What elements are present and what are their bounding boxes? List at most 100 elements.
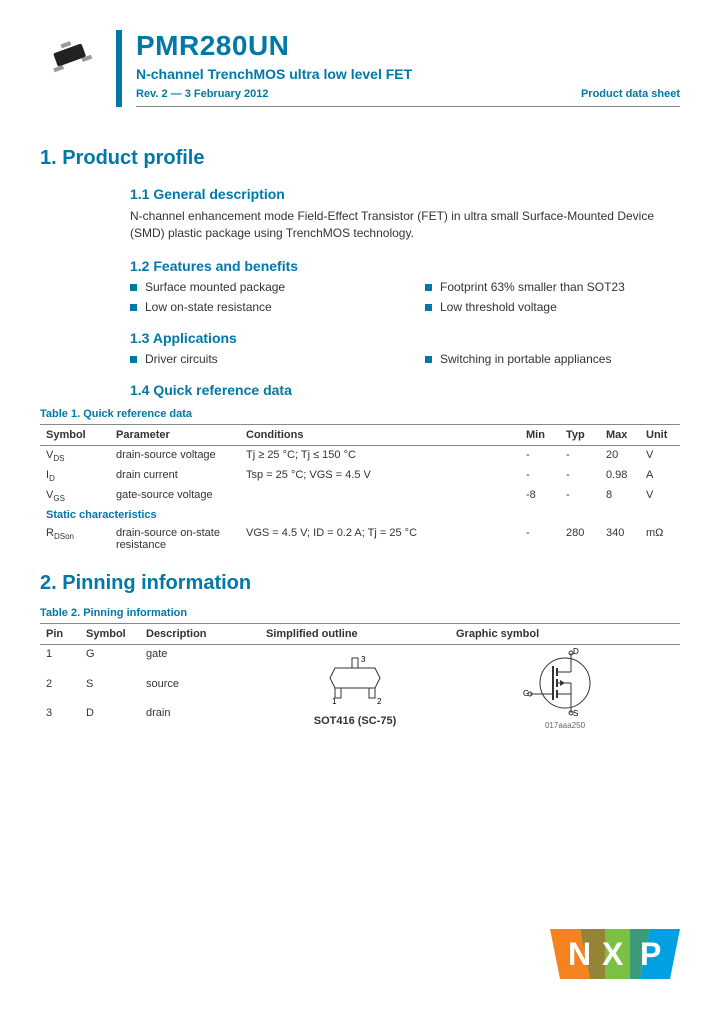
cell-unit: mΩ — [640, 524, 680, 554]
cell-pin: 3 — [40, 704, 80, 733]
application-bullet: Driver circuits — [130, 352, 385, 366]
svg-text:N: N — [568, 936, 591, 972]
col-pin: Pin — [40, 624, 80, 645]
cell-conditions: Tsp = 25 °C; VGS = 4.5 V — [240, 466, 520, 486]
application-bullet: Switching in portable appliances — [425, 352, 680, 366]
quick-reference-table: Symbol Parameter Conditions Min Typ Max … — [40, 424, 680, 555]
part-description: N-channel TrenchMOS ultra low level FET — [136, 66, 680, 82]
feature-bullet: Footprint 63% smaller than SOT23 — [425, 280, 680, 294]
general-description-text: N-channel enhancement mode Field-Effect … — [130, 208, 680, 242]
cell-symbol: ID — [40, 466, 110, 486]
table-header-row: Symbol Parameter Conditions Min Typ Max … — [40, 424, 680, 445]
features-list: Surface mounted package Footprint 63% sm… — [130, 280, 680, 314]
table-header-row: Pin Symbol Description Simplified outlin… — [40, 624, 680, 645]
pinning-table: Pin Symbol Description Simplified outlin… — [40, 623, 680, 733]
cell-min: - — [520, 524, 560, 554]
section-1-2-heading: 1.2 Features and benefits — [130, 258, 680, 274]
chip-icon — [40, 36, 100, 76]
table-row: VDS drain-source voltage Tj ≥ 25 °C; Tj … — [40, 445, 680, 466]
col-conditions: Conditions — [240, 424, 520, 445]
part-number: PMR280UN — [136, 30, 680, 62]
cell-unit: V — [640, 486, 680, 506]
cell-parameter: drain-source on-state resistance — [110, 524, 240, 554]
cell-max: 0.98 — [600, 466, 640, 486]
applications-list: Driver circuits Switching in portable ap… — [130, 352, 680, 366]
cell-unit: V — [640, 445, 680, 466]
cell-symbol: VGS — [40, 486, 110, 506]
cell-typ: - — [560, 466, 600, 486]
col-parameter: Parameter — [110, 424, 240, 445]
cell-description: source — [140, 675, 260, 704]
col-description: Description — [140, 624, 260, 645]
table-row: RDSon drain-source on-state resistance V… — [40, 524, 680, 554]
feature-bullet: Low threshold voltage — [425, 300, 680, 314]
cell-min: - — [520, 466, 560, 486]
mosfet-symbol-icon: D S G — [515, 648, 615, 718]
section-1-heading: 1. Product profile — [40, 147, 680, 170]
document-header: PMR280UN N-channel TrenchMOS ultra low l… — [40, 30, 680, 107]
svg-text:X: X — [602, 936, 624, 972]
cell-typ: 280 — [560, 524, 600, 554]
svg-text:D: D — [573, 648, 579, 656]
cell-symbol: D — [80, 704, 140, 733]
cell-typ: - — [560, 486, 600, 506]
table-row: 1 G gate 3 1 2 SOT416 (SC-75) — [40, 645, 680, 675]
cell-min: -8 — [520, 486, 560, 506]
cell-parameter: drain-source voltage — [110, 445, 240, 466]
col-max: Max — [600, 424, 640, 445]
cell-conditions — [240, 486, 520, 506]
table-2-caption: Table 2. Pinning information — [40, 607, 680, 619]
document-type: Product data sheet — [581, 88, 680, 100]
table-row: VGS gate-source voltage -8 - 8 V — [40, 486, 680, 506]
cell-parameter: drain current — [110, 466, 240, 486]
col-min: Min — [520, 424, 560, 445]
cell-description: drain — [140, 704, 260, 733]
svg-text:2: 2 — [377, 697, 382, 706]
col-unit: Unit — [640, 424, 680, 445]
nxp-logo: N X P — [550, 929, 680, 982]
outline-cell: 3 1 2 SOT416 (SC-75) — [260, 645, 450, 734]
col-symbol: Symbol — [40, 424, 110, 445]
header-rule — [136, 106, 680, 107]
col-outline: Simplified outline — [260, 624, 450, 645]
col-symbol: Symbol — [80, 624, 140, 645]
cell-symbol: S — [80, 675, 140, 704]
cell-description: gate — [140, 645, 260, 675]
svg-text:3: 3 — [361, 655, 366, 664]
col-typ: Typ — [560, 424, 600, 445]
col-graphic-symbol: Graphic symbol — [450, 624, 680, 645]
feature-bullet: Low on-state resistance — [130, 300, 385, 314]
header-title-block: PMR280UN N-channel TrenchMOS ultra low l… — [116, 30, 680, 107]
package-name: SOT416 (SC-75) — [266, 715, 444, 727]
cell-max: 8 — [600, 486, 640, 506]
cell-pin: 1 — [40, 645, 80, 675]
table-row: ID drain current Tsp = 25 °C; VGS = 4.5 … — [40, 466, 680, 486]
cell-symbol: VDS — [40, 445, 110, 466]
cell-symbol: RDSon — [40, 524, 110, 554]
section-1-3-heading: 1.3 Applications — [130, 330, 680, 346]
cell-conditions: Tj ≥ 25 °C; Tj ≤ 150 °C — [240, 445, 520, 466]
section-1-1-heading: 1.1 General description — [130, 186, 680, 202]
svg-text:1: 1 — [332, 697, 337, 706]
package-outline-icon: 3 1 2 — [310, 648, 400, 708]
cell-typ: - — [560, 445, 600, 466]
cell-symbol: G — [80, 645, 140, 675]
table-subheading: Static characteristics — [40, 506, 680, 524]
cell-pin: 2 — [40, 675, 80, 704]
cell-conditions: VGS = 4.5 V; ID = 0.2 A; Tj = 25 °C — [240, 524, 520, 554]
static-characteristics-label: Static characteristics — [40, 506, 680, 524]
feature-bullet: Surface mounted package — [130, 280, 385, 294]
svg-text:S: S — [573, 709, 578, 718]
graphic-symbol-cell: D S G 017aaa250 — [450, 645, 680, 734]
table-1-caption: Table 1. Quick reference data — [40, 408, 680, 420]
symbol-reference: 017aaa250 — [456, 721, 674, 730]
revision-text: Rev. 2 — 3 February 2012 — [136, 88, 268, 100]
section-2-heading: 2. Pinning information — [40, 572, 680, 595]
cell-max: 340 — [600, 524, 640, 554]
svg-text:P: P — [640, 936, 661, 972]
cell-parameter: gate-source voltage — [110, 486, 240, 506]
cell-max: 20 — [600, 445, 640, 466]
section-1-4-heading: 1.4 Quick reference data — [130, 382, 680, 398]
cell-unit: A — [640, 466, 680, 486]
cell-min: - — [520, 445, 560, 466]
